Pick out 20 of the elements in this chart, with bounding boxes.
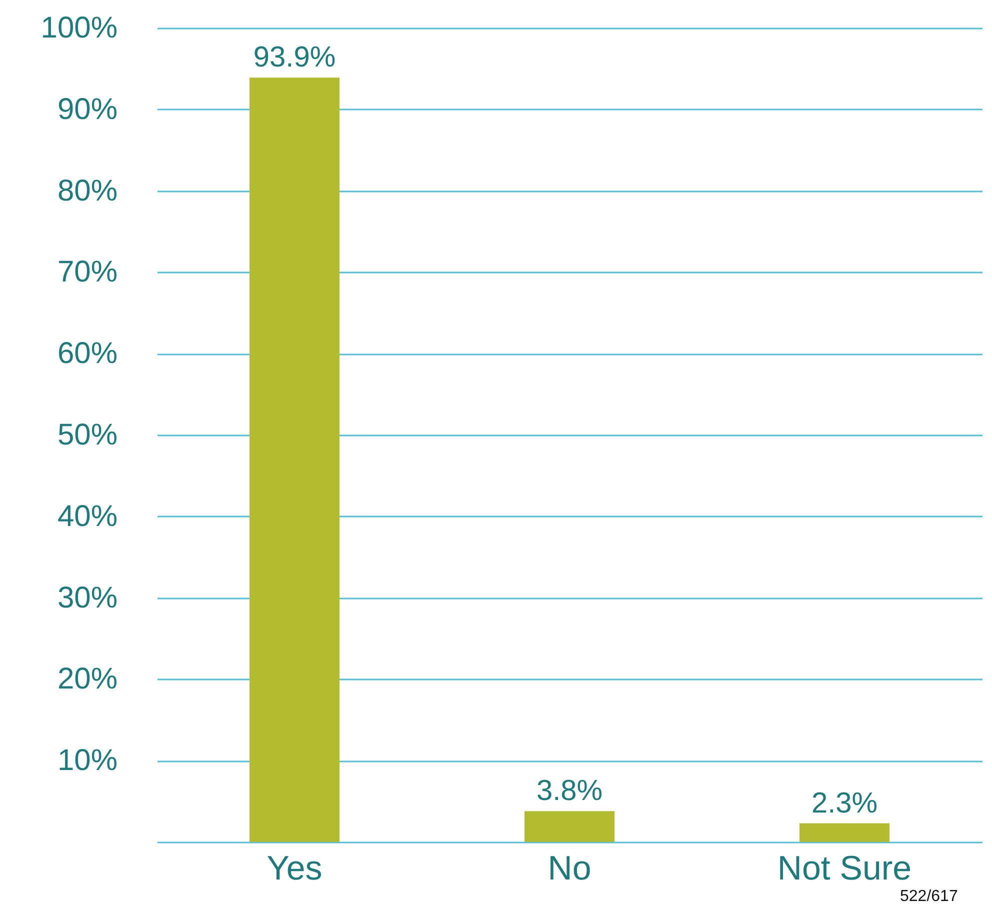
y-tick-label: 80% — [57, 174, 118, 208]
data-label: 3.8% — [536, 775, 603, 808]
y-tick-label: 50% — [57, 418, 118, 452]
y-tick-label: 40% — [57, 500, 118, 533]
y-tick-label: 10% — [57, 744, 118, 778]
x-tick-label: No — [548, 850, 592, 888]
bar — [524, 811, 614, 842]
data-label: 93.9% — [253, 42, 336, 74]
text: 522/617 — [900, 888, 958, 906]
y-tick-label: 20% — [57, 662, 118, 696]
y-tick-label: 30% — [57, 581, 118, 614]
data-label: 2.3% — [811, 787, 878, 820]
y-tick-label: 70% — [57, 256, 118, 289]
x-tick-label: Not Sure — [777, 850, 912, 888]
y-tick-label: 100% — [40, 12, 118, 44]
y-tick-label: 60% — [57, 337, 118, 370]
bar — [250, 78, 340, 842]
bar — [800, 823, 890, 842]
x-tick-label: Yes — [266, 850, 322, 888]
y-tick-label: 90% — [57, 92, 118, 126]
